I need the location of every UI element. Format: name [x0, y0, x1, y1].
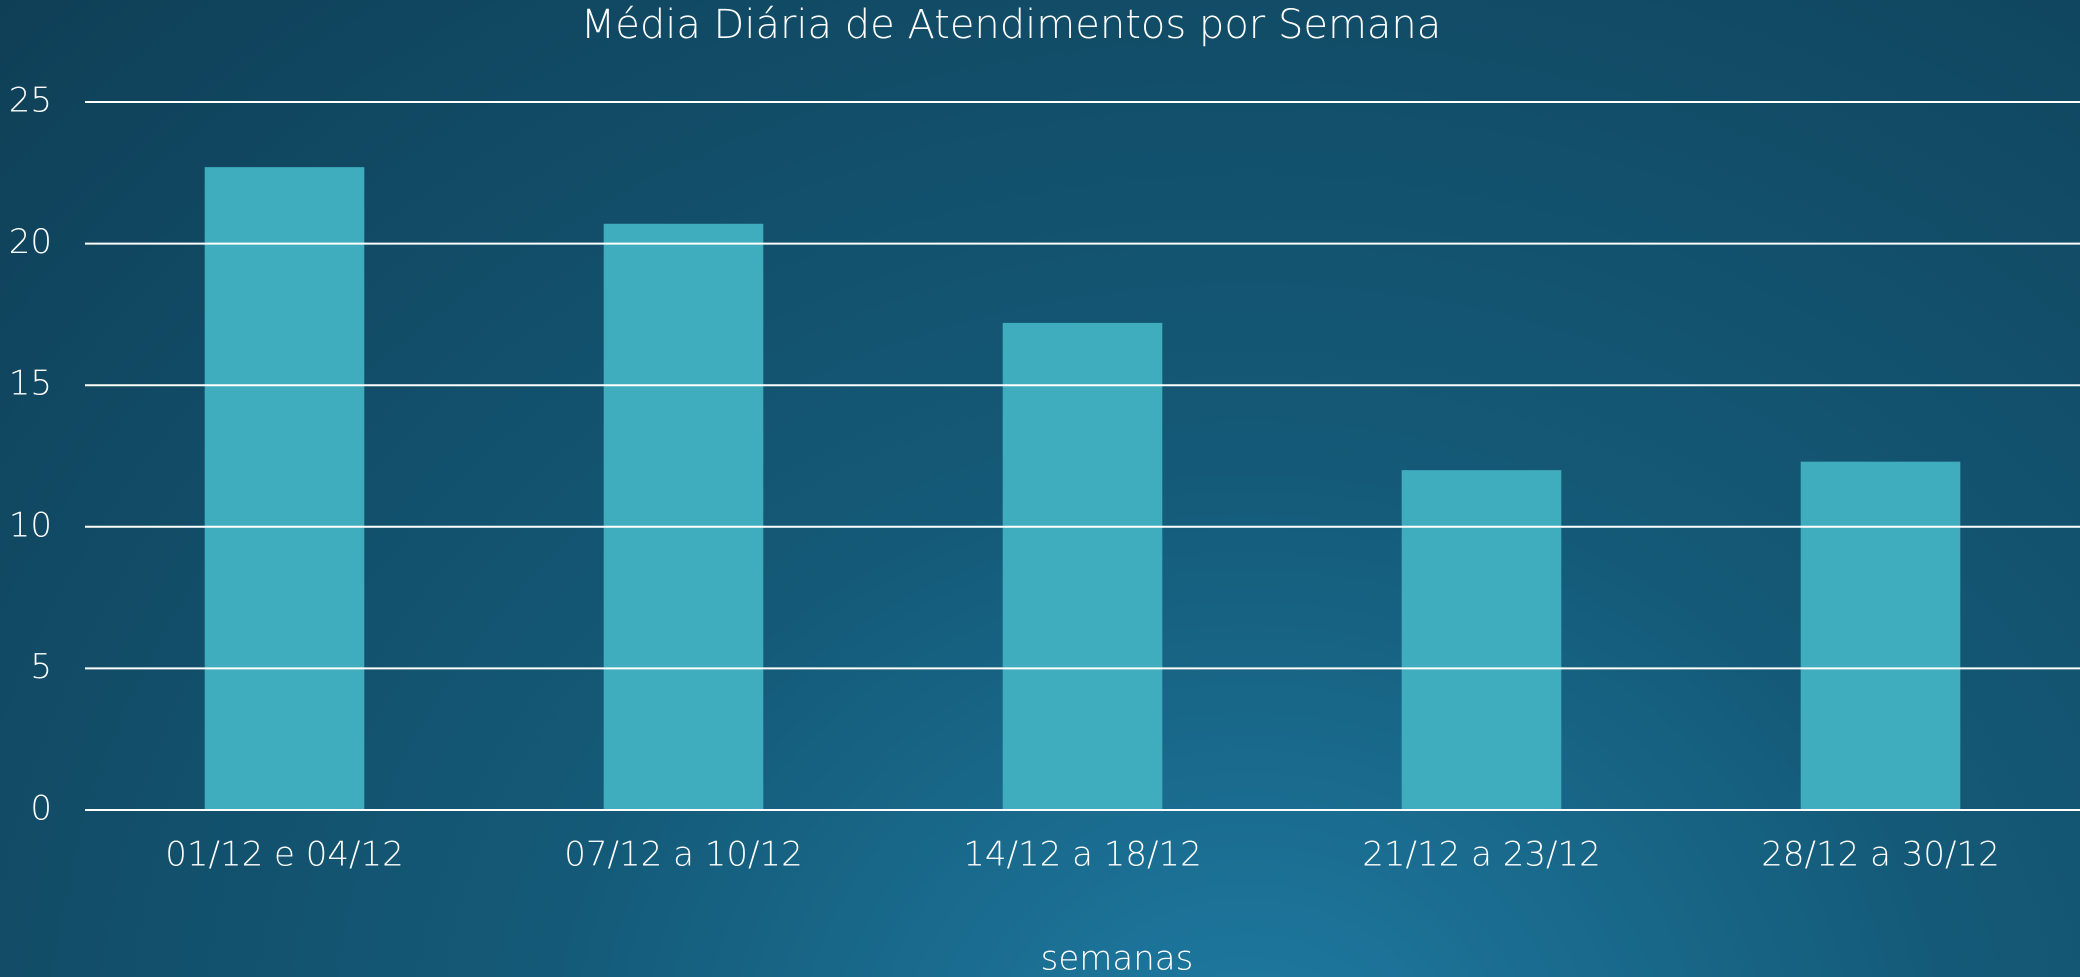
y-tick-label: 10 [9, 505, 52, 545]
y-tick-label: 5 [30, 647, 52, 687]
y-tick-label: 15 [9, 364, 52, 404]
x-tick-label: 21/12 a 23/12 [1362, 835, 1600, 875]
y-tick-label: 25 [9, 81, 52, 121]
bar [1002, 322, 1163, 810]
y-tick-label: 0 [30, 789, 52, 829]
x-axis-label: semanas [1041, 939, 1194, 977]
bar [1800, 461, 1961, 810]
y-tick-label: 20 [9, 222, 52, 262]
x-tick-label: 14/12 a 18/12 [963, 835, 1201, 875]
x-tick-label: 07/12 a 10/12 [564, 835, 802, 875]
bar [603, 223, 764, 810]
chart-title: Média Diária de Atendimentos por Semana [581, 2, 1442, 48]
x-tick-label: 28/12 a 30/12 [1761, 835, 1999, 875]
x-tick-label: 01/12 e 04/12 [165, 835, 404, 875]
bar [1401, 470, 1562, 810]
bar [204, 167, 365, 811]
